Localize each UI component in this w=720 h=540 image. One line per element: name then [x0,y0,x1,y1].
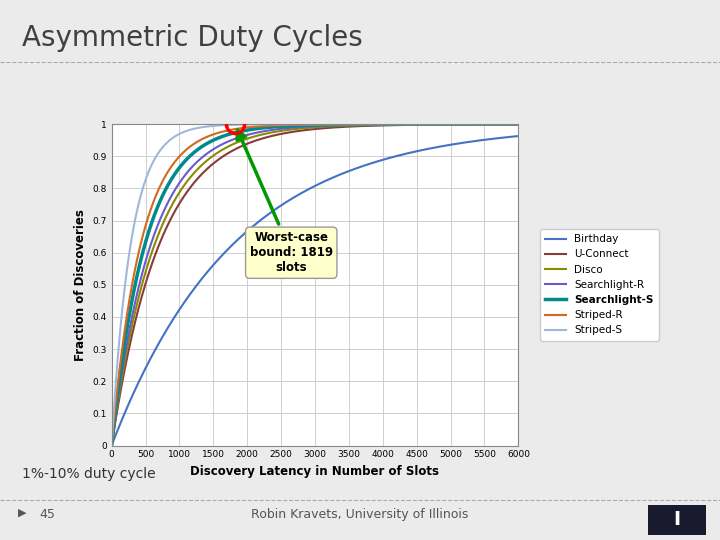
Disco [264,130,272,137]
Striped-R [153,187,162,194]
Searchlight-R [281,125,289,132]
U-Connect [462,121,471,127]
Text: 1%-10% duty cycle: 1%-10% duty cycle [22,467,156,481]
U-Connect [264,134,272,140]
Birthday [506,133,515,140]
Birthday [264,212,272,218]
Striped-S [264,121,272,127]
U-Connect [178,196,186,202]
X-axis label: Discovery Latency in Number of Slots: Discovery Latency in Number of Slots [191,465,439,478]
Searchlight-S [281,123,289,130]
Text: Asymmetric Duty Cycles: Asymmetric Duty Cycles [22,24,362,52]
Striped-R [281,122,289,129]
U-Connect [107,442,116,449]
U-Connect [514,121,523,127]
Disco [462,121,471,127]
Birthday [178,302,186,309]
Text: Robin Kravets, University of Illinois: Robin Kravets, University of Illinois [251,508,469,521]
Line: Searchlight-S: Searchlight-S [112,124,518,446]
Striped-S [153,150,162,157]
Text: I: I [673,510,680,529]
Searchlight-R [178,176,186,182]
Striped-S [506,121,515,127]
Striped-R [506,121,515,127]
U-Connect [281,130,289,137]
Birthday [462,139,471,145]
Striped-R [107,442,116,449]
Searchlight-R [264,127,272,134]
Disco [506,121,515,127]
Searchlight-S [264,124,272,131]
Striped-S [514,121,523,127]
Searchlight-S [178,161,186,167]
Searchlight-R [462,121,471,127]
Line: Striped-S: Striped-S [112,124,518,446]
Birthday [153,341,162,348]
Disco [514,121,523,127]
Line: Birthday: Birthday [112,136,518,446]
Line: U-Connect: U-Connect [112,124,518,446]
Birthday [514,133,523,139]
Striped-S [281,121,289,127]
Disco [281,127,289,133]
Striped-R [462,121,471,127]
Legend: Birthday, U-Connect, Disco, Searchlight-R, Searchlight-S, Striped-R, Striped-S: Birthday, U-Connect, Disco, Searchlight-… [540,229,659,341]
Y-axis label: Fraction of Discoveries: Fraction of Discoveries [74,209,87,361]
Searchlight-S [514,121,523,127]
Striped-R [178,150,186,157]
Searchlight-R [153,221,162,228]
Line: Disco: Disco [112,124,518,446]
Line: Striped-R: Striped-R [112,124,518,446]
Text: ▶: ▶ [18,508,27,518]
Searchlight-S [107,442,116,449]
Striped-R [514,121,523,127]
Text: 45: 45 [40,508,55,521]
Searchlight-R [514,121,523,127]
Birthday [281,199,289,206]
Searchlight-R [506,121,515,127]
Text: Worst-case
bound: 1819
slots: Worst-case bound: 1819 slots [237,130,333,274]
Searchlight-S [153,202,162,209]
U-Connect [506,121,515,127]
Striped-S [107,442,116,449]
Disco [153,232,162,239]
Striped-S [462,121,471,127]
Searchlight-S [506,121,515,127]
Searchlight-S [462,121,471,127]
Searchlight-R [107,442,116,449]
Striped-S [178,130,186,136]
Striped-R [264,123,272,129]
Disco [107,442,116,449]
Disco [178,185,186,192]
Birthday [107,442,116,449]
Line: Searchlight-R: Searchlight-R [112,124,518,446]
U-Connect [153,244,162,251]
